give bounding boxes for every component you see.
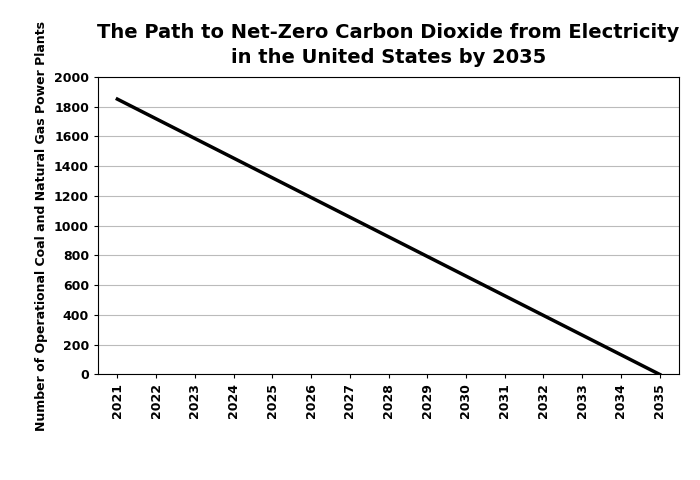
Y-axis label: Number of Operational Coal and Natural Gas Power Plants: Number of Operational Coal and Natural G… (36, 21, 48, 431)
Title: The Path to Net-Zero Carbon Dioxide from Electricity
in the United States by 203: The Path to Net-Zero Carbon Dioxide from… (97, 23, 680, 67)
